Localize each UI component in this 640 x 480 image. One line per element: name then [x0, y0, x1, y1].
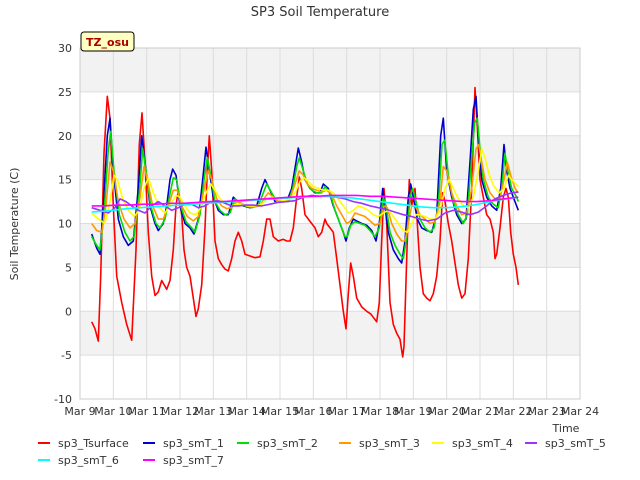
x-tick-label: Mar 14 [228, 405, 266, 418]
y-tick-label: 10 [58, 218, 72, 231]
legend-label: sp3_smT_3 [359, 437, 420, 450]
legend-item-sp3_Tsurface: sp3_Tsurface [38, 437, 129, 450]
y-tick-label: -5 [61, 349, 72, 362]
legend-item-sp3_smT_2: sp3_smT_2 [237, 437, 318, 450]
legend-label: sp3_smT_6 [58, 454, 119, 467]
legend-item-sp3_smT_5: sp3_smT_5 [525, 437, 606, 450]
chart-title: SP3 Soil Temperature [251, 5, 389, 20]
x-tick-label: Mar 13 [194, 405, 232, 418]
legend-label: sp3_Tsurface [58, 437, 129, 450]
x-tick-label: Mar 15 [261, 405, 299, 418]
x-axis-label: Time [552, 422, 580, 435]
plot-frame [79, 47, 581, 400]
legend-item-sp3_smT_1: sp3_smT_1 [143, 437, 224, 450]
y-tick-label: 25 [58, 86, 72, 99]
legend-label: sp3_smT_7 [163, 454, 224, 467]
legend: sp3_Tsurface sp3_smT_1 sp3_smT_2 sp3_smT_3 s… [38, 437, 606, 467]
y-tick-label: 15 [58, 174, 72, 187]
badge: TZ_osu [80, 31, 135, 52]
y-tick-label: -10 [54, 393, 72, 406]
series-line-sp3_Tsurface [90, 86, 520, 358]
band [80, 223, 580, 268]
badge-box [80, 31, 135, 52]
x-tick-label: Mar 19 [394, 405, 432, 418]
band [80, 311, 580, 356]
series-line-sp3_smT_2 [91, 117, 520, 260]
legend-item-sp3_smT_4: sp3_smT_4 [432, 437, 513, 450]
x-tick-label: Mar 21 [461, 405, 499, 418]
x-tick-label: Mar 10 [94, 405, 132, 418]
series-lines [90, 86, 520, 358]
x-tick-label: Mar 23 [528, 405, 566, 418]
x-tick-label: Mar 20 [428, 405, 466, 418]
band [80, 48, 580, 92]
x-tick-label: Mar 16 [294, 405, 332, 418]
y-tick-label: 0 [65, 305, 72, 318]
x-tick-label: Mar 11 [128, 405, 166, 418]
x-tick-label: Mar 12 [161, 405, 199, 418]
y-tick-label: 20 [58, 130, 72, 143]
legend-label: sp3_smT_4 [452, 437, 513, 450]
y-tick-label: 30 [58, 42, 72, 55]
y-tick-label: 5 [65, 261, 72, 274]
band [80, 135, 580, 180]
x-tick-label: Mar 24 [561, 405, 599, 418]
legend-item-sp3_smT_3: sp3_smT_3 [339, 437, 420, 450]
series-line-sp3_smT_7 [91, 194, 519, 207]
legend-label: sp3_smT_1 [163, 437, 224, 450]
y-axis-label: Soil Temperature (C) [8, 168, 21, 281]
x-tick-label: Mar 17 [328, 405, 366, 418]
legend-item-sp3_smT_6: sp3_smT_6 [38, 454, 119, 467]
x-tick-label: Mar 22 [494, 405, 532, 418]
x-tick-label: Mar 18 [361, 405, 399, 418]
legend-label: sp3_smT_2 [257, 437, 318, 450]
badge-label: TZ_osu [86, 36, 129, 49]
series-line-sp3_smT_4 [91, 148, 519, 234]
legend-label: sp3_smT_5 [545, 437, 606, 450]
legend-item-sp3_smT_7: sp3_smT_7 [143, 454, 224, 467]
x-tick-label: Mar 9 [64, 405, 95, 418]
